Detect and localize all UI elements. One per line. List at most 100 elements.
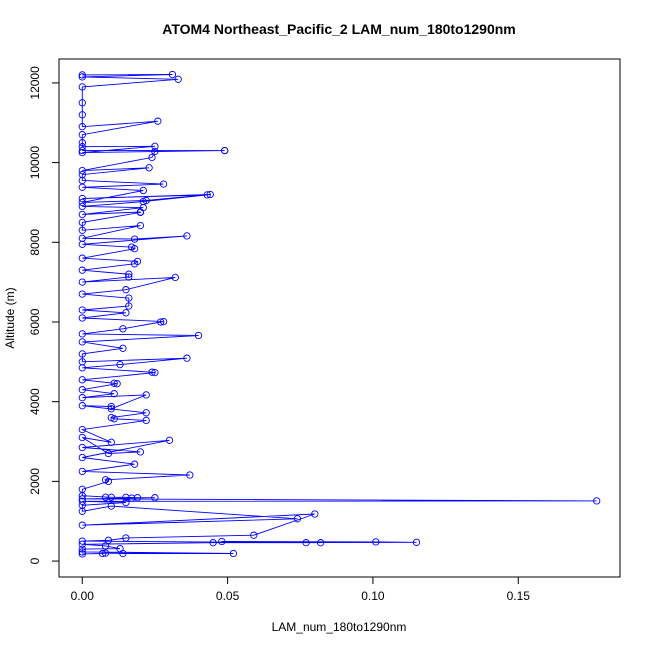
- series-group: [78, 70, 601, 558]
- data-point: [78, 540, 86, 548]
- data-point: [78, 495, 86, 503]
- y-axis-label: Altitude (m): [3, 287, 17, 348]
- y-tick-label: 0: [28, 557, 42, 564]
- data-point: [101, 493, 110, 501]
- data-point: [78, 234, 86, 242]
- y-tick-label: 6000: [28, 308, 42, 335]
- data-point: [78, 194, 86, 203]
- data-point: [78, 170, 86, 179]
- x-axis: 0.00 0.05 0.10 0.15: [71, 576, 531, 603]
- data-point: [412, 538, 421, 546]
- series-line: [80, 74, 597, 555]
- data-point: [250, 531, 258, 539]
- data-point: [78, 453, 86, 462]
- data-point: [78, 338, 86, 346]
- data-point: [78, 73, 86, 81]
- data-point: [101, 476, 110, 484]
- data-point: [133, 494, 142, 502]
- data-point: [78, 278, 86, 286]
- data-point: [78, 290, 86, 298]
- data-point: [107, 402, 115, 411]
- data-point: [101, 542, 110, 550]
- data-point: [593, 497, 601, 505]
- data-point: [78, 123, 86, 131]
- data-point: [104, 536, 113, 544]
- data-point: [78, 376, 86, 384]
- data-point: [157, 318, 165, 326]
- data-point: [78, 497, 86, 505]
- x-axis-label: LAM_num_180to1290nm: [272, 620, 407, 634]
- data-point: [78, 99, 86, 107]
- data-point: [116, 545, 124, 553]
- data-point: [229, 549, 238, 558]
- data-point: [78, 306, 86, 314]
- data-point: [130, 460, 139, 468]
- data-point: [136, 221, 145, 230]
- data-point: [107, 413, 115, 422]
- data-point: [316, 539, 325, 547]
- y-tick-label: 8000: [28, 229, 42, 256]
- data-point: [119, 325, 127, 333]
- x-tick-label: 0.05: [216, 589, 240, 603]
- data-point: [133, 257, 142, 266]
- data-point: [78, 545, 86, 553]
- data-point: [168, 70, 177, 79]
- data-point: [78, 521, 86, 529]
- data-point: [78, 218, 86, 227]
- data-point: [78, 83, 86, 91]
- data-point: [128, 243, 136, 251]
- data-point: [174, 75, 182, 83]
- data-point: [122, 286, 130, 294]
- data-point: [122, 493, 130, 501]
- data-point: [148, 368, 156, 376]
- data-point: [125, 273, 133, 281]
- data-point: [151, 147, 159, 156]
- data-point: [125, 294, 133, 302]
- y-tick-label: 10000: [28, 146, 42, 180]
- chart-title: ATOM4 Northeast_Pacific_2 LAM_num_180to1…: [162, 21, 516, 37]
- data-point: [78, 537, 86, 545]
- data-point: [78, 148, 86, 157]
- data-point: [78, 425, 86, 434]
- data-point: [218, 537, 226, 546]
- data-point: [136, 448, 145, 456]
- data-point: [78, 386, 86, 394]
- data-point: [119, 344, 127, 352]
- data-point: [110, 390, 118, 398]
- data-point: [113, 380, 121, 388]
- data-point: [78, 226, 86, 234]
- data-point: [78, 358, 86, 366]
- data-point: [78, 71, 86, 79]
- data-point: [78, 254, 86, 262]
- data-point: [107, 405, 115, 413]
- data-point: [183, 354, 191, 362]
- data-point: [78, 131, 86, 139]
- data-point: [78, 146, 86, 155]
- data-point: [142, 409, 150, 417]
- data-point: [107, 502, 115, 510]
- y-tick-label: 2000: [28, 468, 42, 495]
- data-point: [78, 394, 86, 402]
- data-point: [154, 117, 162, 125]
- x-tick-label: 0.15: [507, 589, 531, 603]
- data-point: [206, 190, 214, 199]
- data-point: [183, 232, 191, 240]
- data-point: [78, 198, 86, 207]
- data-point: [302, 539, 310, 547]
- data-point: [78, 176, 86, 185]
- data-point: [142, 391, 150, 399]
- data-point: [209, 539, 217, 547]
- data-point: [125, 302, 133, 310]
- data-point: [122, 498, 130, 507]
- x-tick-label: 0.10: [361, 589, 385, 603]
- data-point: [116, 360, 124, 369]
- data-point: [372, 538, 380, 546]
- data-point: [165, 436, 174, 444]
- y-axis: 0 2000 4000 6000 8000 10000 12000: [28, 66, 60, 564]
- data-point: [142, 196, 150, 205]
- data-point: [78, 467, 86, 476]
- x-tick-label: 0.00: [71, 589, 95, 603]
- data-point: [159, 317, 168, 326]
- data-point: [139, 186, 147, 195]
